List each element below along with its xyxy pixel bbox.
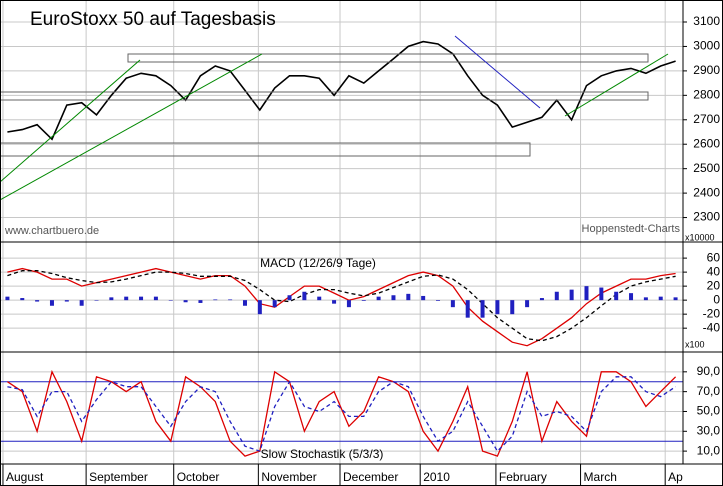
histogram-bar bbox=[139, 296, 144, 301]
y-tick-label: 50,0 bbox=[697, 404, 721, 418]
y-tick-label: 2900 bbox=[693, 63, 720, 77]
y-tick-label: 2600 bbox=[693, 136, 720, 150]
x-tick-label: October bbox=[177, 470, 220, 484]
support-zone bbox=[127, 53, 649, 63]
histogram-bar bbox=[361, 300, 366, 301]
y-tick-label: -20 bbox=[703, 306, 721, 320]
histogram-bar bbox=[49, 300, 54, 306]
series-line bbox=[7, 40, 676, 141]
source: www.chartbuero.de bbox=[4, 225, 99, 237]
histogram-bar bbox=[480, 300, 485, 318]
x-tick-label: August bbox=[6, 470, 44, 484]
x-tick-label: February bbox=[499, 470, 547, 484]
histogram-bar bbox=[658, 296, 663, 301]
histogram-bar bbox=[94, 300, 99, 301]
histogram-bar bbox=[124, 296, 129, 301]
series-line bbox=[7, 267, 676, 347]
histogram-bar bbox=[35, 300, 40, 302]
histogram-bar bbox=[302, 291, 307, 301]
trend-line bbox=[0, 53, 263, 201]
histogram-bar bbox=[213, 299, 218, 301]
histogram-bar bbox=[539, 298, 544, 301]
histogram-bar bbox=[391, 295, 396, 301]
histogram-bar bbox=[629, 293, 634, 301]
y-tick-label: 3000 bbox=[693, 39, 720, 53]
y-tick-label: 40 bbox=[707, 264, 721, 278]
y-tick-label: 70,0 bbox=[697, 384, 721, 398]
y-tick-label: 2500 bbox=[693, 161, 720, 175]
histogram-bar bbox=[599, 287, 604, 301]
y-tick-label: 60 bbox=[707, 250, 721, 264]
x-tick-label: 2010 bbox=[423, 470, 450, 484]
histogram-bar bbox=[554, 291, 559, 301]
histogram-bar bbox=[272, 300, 277, 308]
y-tick-label: 2300 bbox=[693, 210, 720, 224]
y-tick-label: 30,0 bbox=[697, 423, 721, 437]
trend-line bbox=[564, 53, 669, 117]
histogram-bar bbox=[569, 289, 574, 301]
histogram-bar bbox=[450, 300, 455, 308]
histogram-bar bbox=[643, 297, 648, 301]
histogram-bar bbox=[228, 299, 233, 301]
provider: Hoppenstedt-Charts bbox=[582, 223, 681, 235]
histogram-bar bbox=[257, 300, 262, 315]
panel-title: Slow Stochastik (5/3/3) bbox=[261, 447, 384, 461]
histogram-bar bbox=[79, 300, 84, 306]
histogram-bar bbox=[20, 298, 25, 301]
histogram-bar bbox=[64, 300, 69, 302]
y-tick-label: 10,0 bbox=[697, 443, 721, 457]
histogram-bar bbox=[242, 300, 247, 306]
y-tick-label: 2700 bbox=[693, 112, 720, 126]
support-zone bbox=[0, 91, 649, 101]
multiplier: x100 bbox=[685, 339, 705, 349]
histogram-bar bbox=[198, 300, 203, 303]
x-tick-label: November bbox=[261, 470, 316, 484]
y-tick-label: 20 bbox=[707, 278, 721, 292]
histogram-bar bbox=[153, 296, 158, 301]
histogram-bar bbox=[168, 300, 173, 301]
x-tick-label: March bbox=[584, 470, 617, 484]
y-tick-label: -40 bbox=[703, 320, 721, 334]
histogram-bar bbox=[495, 300, 500, 315]
support-zone bbox=[0, 142, 531, 157]
histogram-bar bbox=[584, 286, 589, 301]
x-tick-label: December bbox=[343, 470, 398, 484]
histogram-bar bbox=[346, 300, 351, 308]
panel-title: MACD (12/26/9 Tage) bbox=[260, 256, 376, 270]
histogram-bar bbox=[317, 296, 322, 301]
chart-title: EuroStoxx 50 auf Tagesbasis bbox=[30, 9, 276, 30]
histogram-bar bbox=[673, 297, 678, 301]
y-tick-label: 2800 bbox=[693, 88, 720, 102]
histogram-bar bbox=[5, 296, 10, 301]
series-line bbox=[7, 270, 676, 342]
series-line bbox=[7, 369, 677, 457]
histogram-bar bbox=[436, 300, 441, 301]
histogram-bar bbox=[510, 300, 515, 315]
y-tick-label: 3100 bbox=[693, 14, 720, 28]
y-tick-label: 90,0 bbox=[697, 364, 721, 378]
histogram-bar bbox=[525, 300, 530, 308]
x-tick-label: September bbox=[89, 470, 148, 484]
x-tick-label: Ap bbox=[668, 470, 683, 484]
histogram-bar bbox=[109, 297, 114, 301]
histogram-bar bbox=[465, 300, 470, 318]
histogram-bar bbox=[376, 296, 381, 301]
y-tick-label: 0 bbox=[713, 292, 720, 306]
y-tick-label: 2400 bbox=[693, 185, 720, 199]
multiplier: x10000 bbox=[685, 232, 715, 242]
histogram-bar bbox=[614, 291, 619, 301]
histogram-bar bbox=[406, 293, 411, 301]
histogram-bar bbox=[183, 300, 188, 303]
histogram-bar bbox=[287, 295, 292, 301]
trend-line bbox=[454, 35, 541, 109]
trend-line bbox=[0, 59, 141, 183]
histogram-bar bbox=[421, 295, 426, 301]
histogram-bar bbox=[332, 300, 337, 304]
